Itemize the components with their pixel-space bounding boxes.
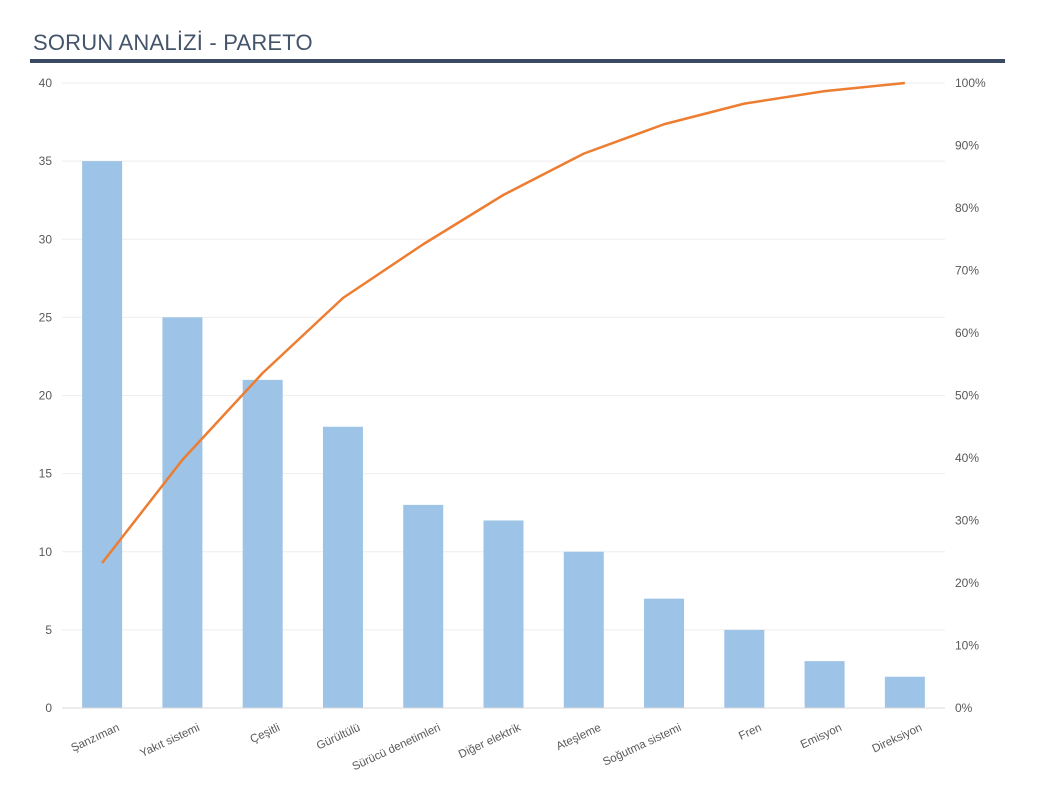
bar (563, 551, 604, 708)
category-label: Şanzıman (69, 722, 121, 755)
y2-tick-label: 30% (955, 514, 979, 528)
y-tick-label: 25 (39, 310, 53, 324)
y2-tick-label: 100% (955, 76, 986, 90)
category-label: Emisyon (799, 722, 844, 752)
y2-tick-label: 50% (955, 389, 979, 403)
category-label: Diğer elektrik (457, 722, 523, 761)
right-axis-ticks: 0% 10% 20% 30% 40% 50% 60% 70% 80% 90% 100% (955, 76, 986, 715)
y-tick-label: 15 (39, 467, 53, 481)
bar (724, 629, 765, 708)
y2-tick-label: 70% (955, 264, 979, 278)
y-tick-label: 40 (39, 76, 53, 90)
y2-tick-label: 10% (955, 639, 979, 653)
bar (483, 520, 524, 708)
category-label: Direksiyon (870, 722, 924, 756)
category-label: Sürücü denetimleri (351, 722, 443, 773)
bar (884, 676, 925, 708)
category-label: Soğutma sistemi (601, 722, 683, 769)
title-underline (30, 59, 1005, 63)
bar (82, 161, 123, 708)
bar (322, 426, 363, 708)
category-label: Gürültülü (315, 722, 362, 753)
left-axis-ticks: 0 5 10 15 20 25 30 35 40 (39, 76, 53, 715)
y2-tick-label: 20% (955, 576, 979, 590)
y-tick-label: 35 (39, 154, 53, 168)
gridlines (62, 82, 945, 631)
bar (804, 661, 845, 708)
y2-tick-label: 90% (955, 139, 979, 153)
y-tick-label: 20 (39, 389, 53, 403)
category-labels: Şanzıman Yakıt sistemi Çeşitli GürültülüSür… (69, 722, 924, 774)
chart-title: SORUN ANALİZİ - PARETO (33, 30, 313, 55)
y2-tick-label: 0% (955, 701, 973, 715)
y2-tick-label: 60% (955, 326, 979, 340)
category-label: Çeşitli (248, 722, 281, 746)
category-label: Yakıt sistemi (138, 722, 201, 760)
y-tick-label: 5 (45, 623, 52, 637)
y-tick-label: 10 (39, 545, 53, 559)
category-label: Ateşleme (555, 722, 604, 753)
bar (162, 317, 203, 708)
bar (403, 504, 444, 708)
category-label: Fren (737, 722, 764, 743)
bar-series (82, 161, 925, 708)
y-tick-label: 0 (45, 701, 52, 715)
y2-tick-label: 40% (955, 451, 979, 465)
cumulative-line (101, 81, 905, 564)
y2-tick-label: 80% (955, 201, 979, 215)
bar (644, 598, 685, 708)
y-tick-label: 30 (39, 232, 53, 246)
bar (242, 379, 283, 708)
